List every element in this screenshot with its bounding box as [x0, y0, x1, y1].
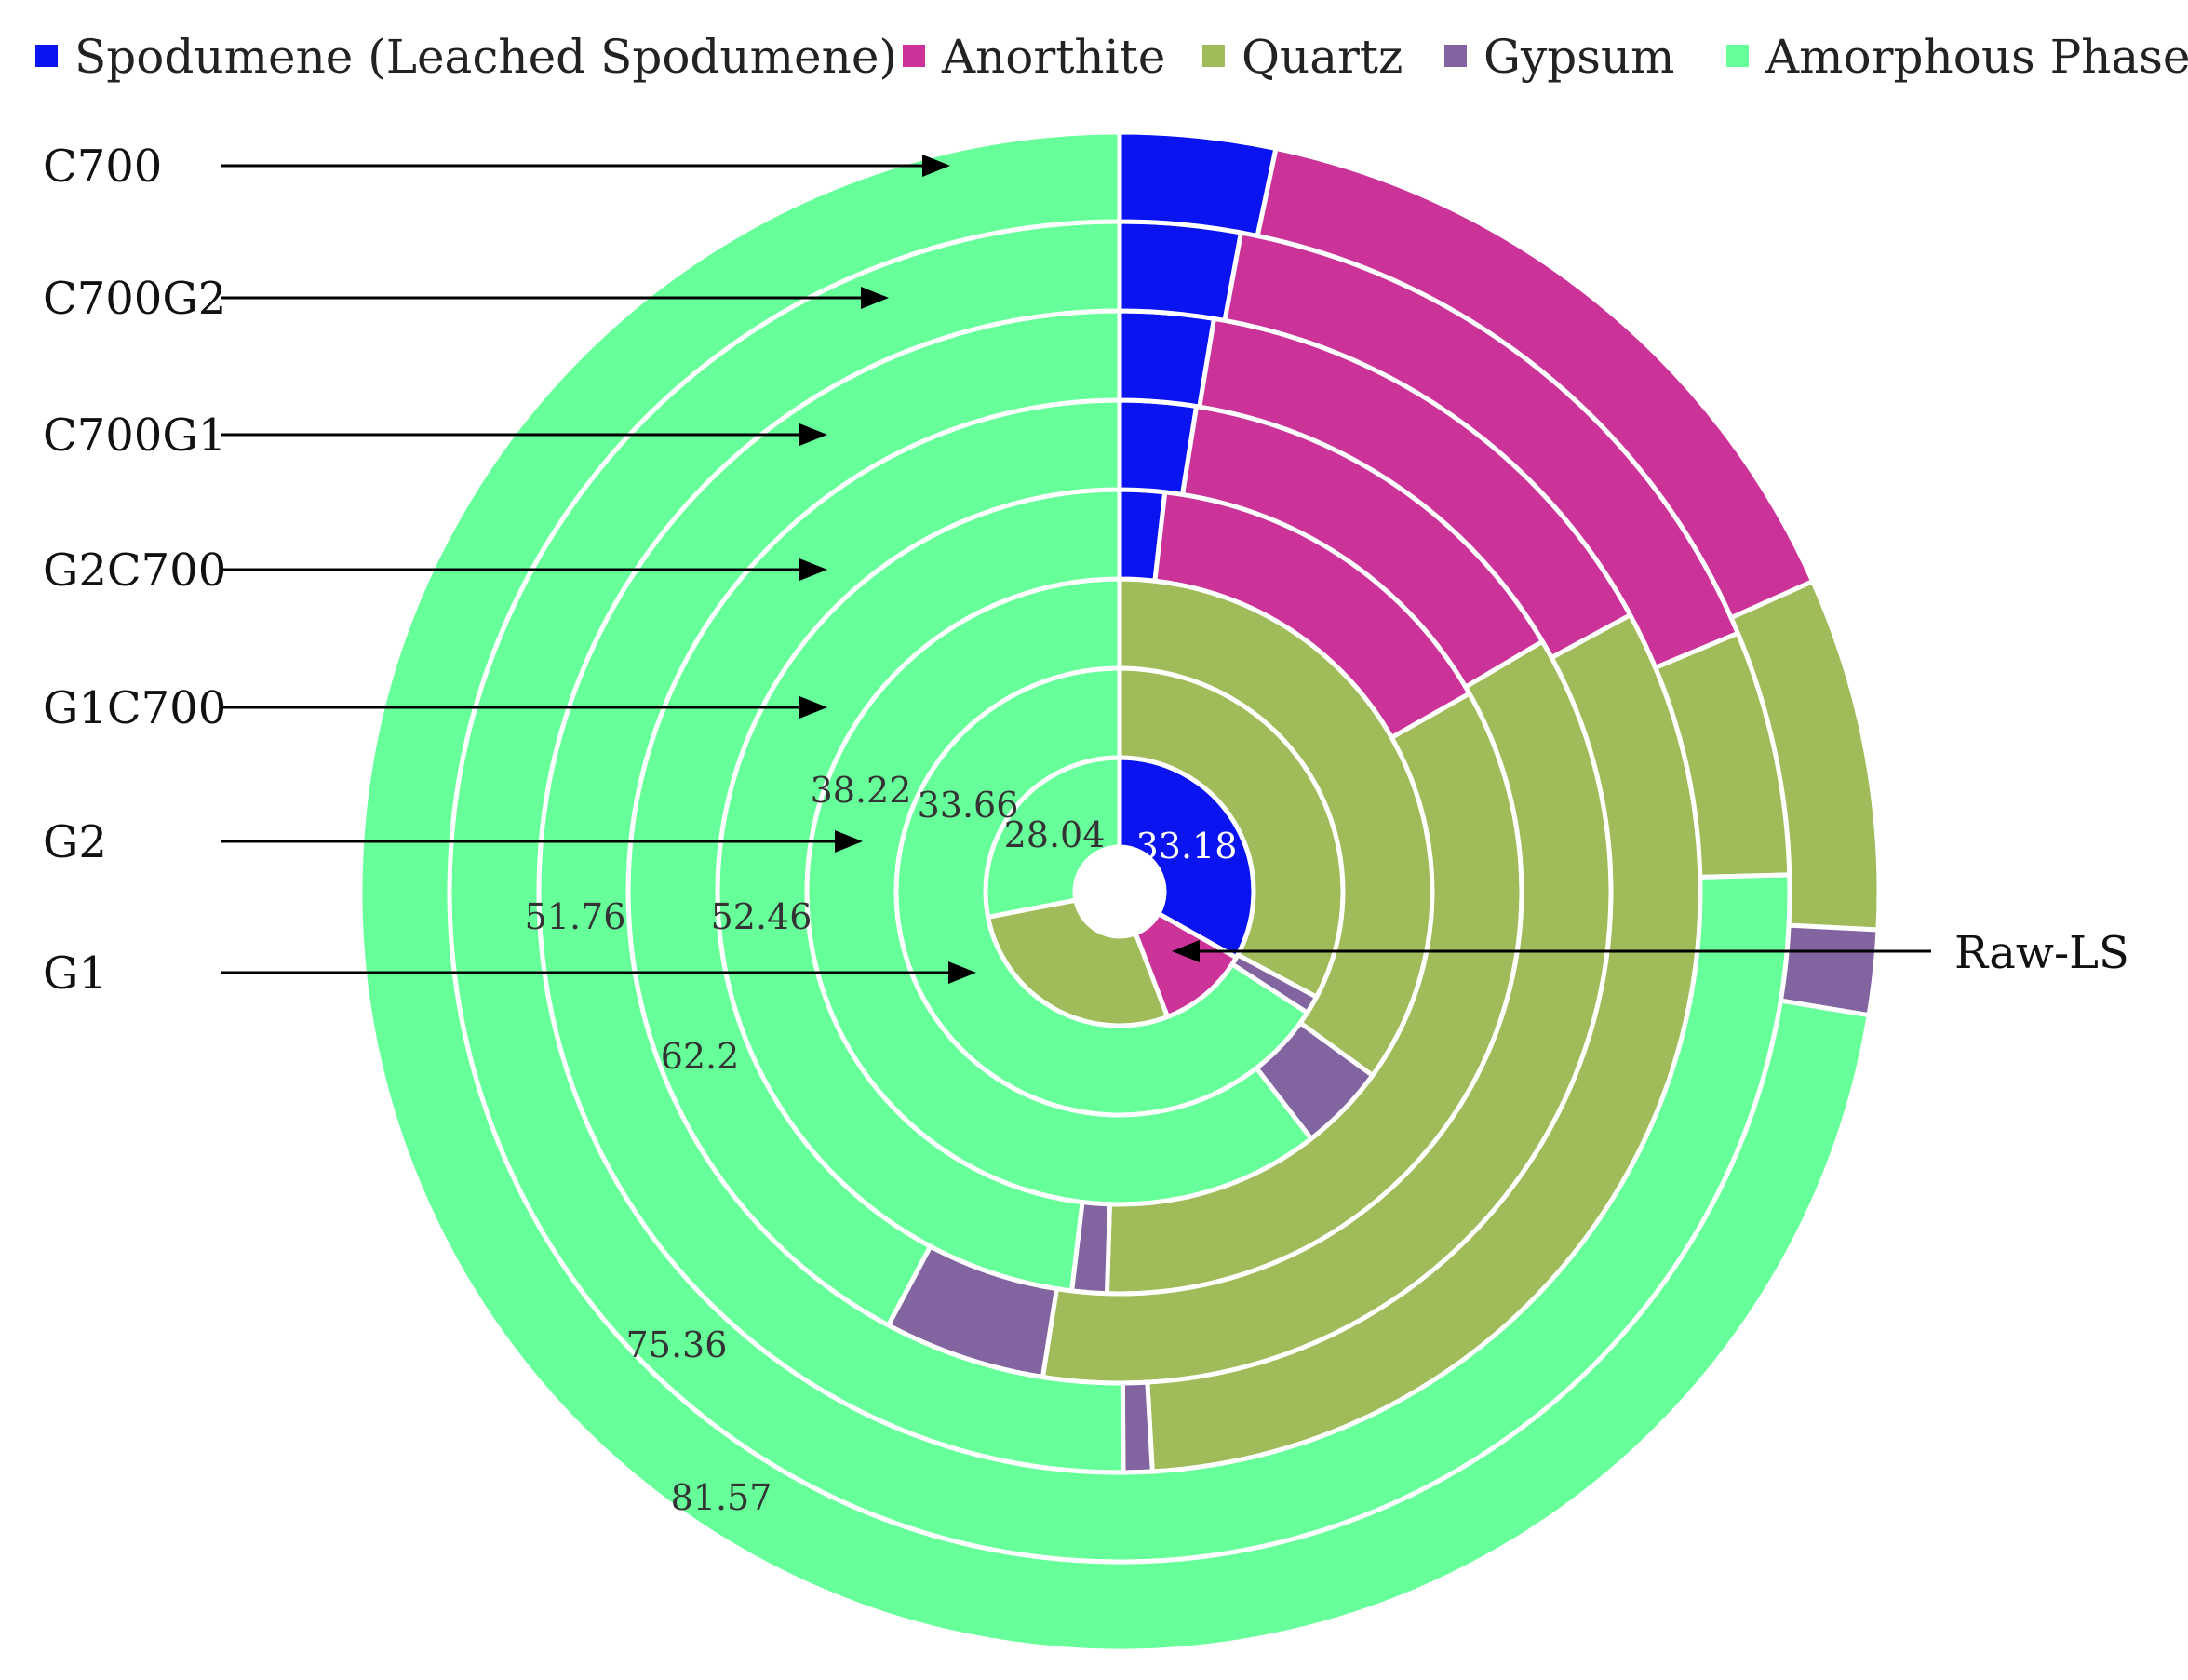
ring-label-text: C700G1	[43, 410, 226, 462]
segment-c700g2-spodumene-leached-spodumene	[1117, 219, 1244, 324]
legend-item-amorphous-phase: Amorphous Phase	[1726, 30, 2188, 84]
ring-label-c700: C700	[43, 141, 950, 193]
legend-label-spodumene-leached-spodumene: Spodumene (Leached Spodumene)	[74, 30, 897, 84]
data-label-raw-ls: 33.18	[1136, 826, 1238, 867]
ring-label-g1: G1	[43, 948, 976, 1000]
legend-swatch-spodumene-leached-spodumene	[35, 45, 58, 67]
rings	[357, 129, 1882, 1654]
ring-raw-ls	[983, 755, 1256, 1028]
ring-label-g2c700: G2C700	[43, 544, 827, 597]
ring-label-g1c700: G1C700	[43, 682, 827, 734]
data-label-g1c700: 52.46	[711, 896, 812, 937]
legend-item-gypsum: Gypsum	[1444, 30, 1674, 84]
ring-label-c700g1: C700G1	[43, 410, 827, 462]
data-label-c700g1: 62.2	[661, 1036, 740, 1077]
ring-label-text: G1	[43, 948, 107, 1000]
legend-item-anorthite: Anorthite	[903, 30, 1165, 84]
ring-label-text: G2C700	[43, 544, 226, 597]
segment-c700-spodumene-leached-spodumene	[1117, 129, 1279, 239]
data-label-g2: 38.22	[811, 770, 912, 811]
ring-label-raw-ls: Raw-LS	[1172, 927, 2129, 979]
legend: Spodumene (Leached Spodumene) Anorthite Qu…	[35, 30, 2188, 84]
legend-swatch-anorthite	[903, 45, 925, 67]
ring-labels: G1 G2 G1C700 G2C700 C700G1 C700G2 C700 Raw-LS	[43, 141, 2129, 1000]
ring-label-text: Raw-LS	[1954, 927, 2129, 979]
segment-c700g1-gypsum	[1120, 1379, 1155, 1475]
data-label-raw-ls: 28.04	[1004, 814, 1106, 855]
data-label-c700g2: 75.36	[626, 1324, 728, 1365]
segment-c700-amorphous-phase	[357, 129, 1873, 1654]
ring-label-text: G1C700	[43, 682, 226, 734]
ring-label-g2: G2	[43, 816, 863, 868]
data-label-g1: 33.66	[918, 785, 1019, 826]
legend-label-amorphous-phase: Amorphous Phase	[1765, 30, 2188, 84]
data-label-g2c700: 51.76	[525, 896, 626, 937]
ring-label-text: C700	[43, 141, 162, 193]
legend-label-gypsum: Gypsum	[1483, 30, 1674, 84]
data-label-c700: 81.57	[671, 1477, 772, 1518]
ring-c700	[357, 129, 1882, 1654]
legend-swatch-gypsum	[1444, 45, 1467, 67]
legend-label-anorthite: Anorthite	[941, 30, 1165, 84]
ring-label-text: C700G2	[43, 273, 226, 325]
legend-item-spodumene-leached-spodumene: Spodumene (Leached Spodumene)	[35, 30, 897, 84]
legend-swatch-amorphous-phase	[1726, 45, 1749, 67]
legend-item-quartz: Quartz	[1202, 30, 1403, 84]
legend-swatch-quartz	[1202, 45, 1225, 67]
legend-label-quartz: Quartz	[1242, 30, 1403, 84]
ring-label-c700g2: C700G2	[43, 273, 889, 325]
ring-g2c700	[625, 397, 1614, 1386]
ring-label-text: G2	[43, 816, 107, 868]
